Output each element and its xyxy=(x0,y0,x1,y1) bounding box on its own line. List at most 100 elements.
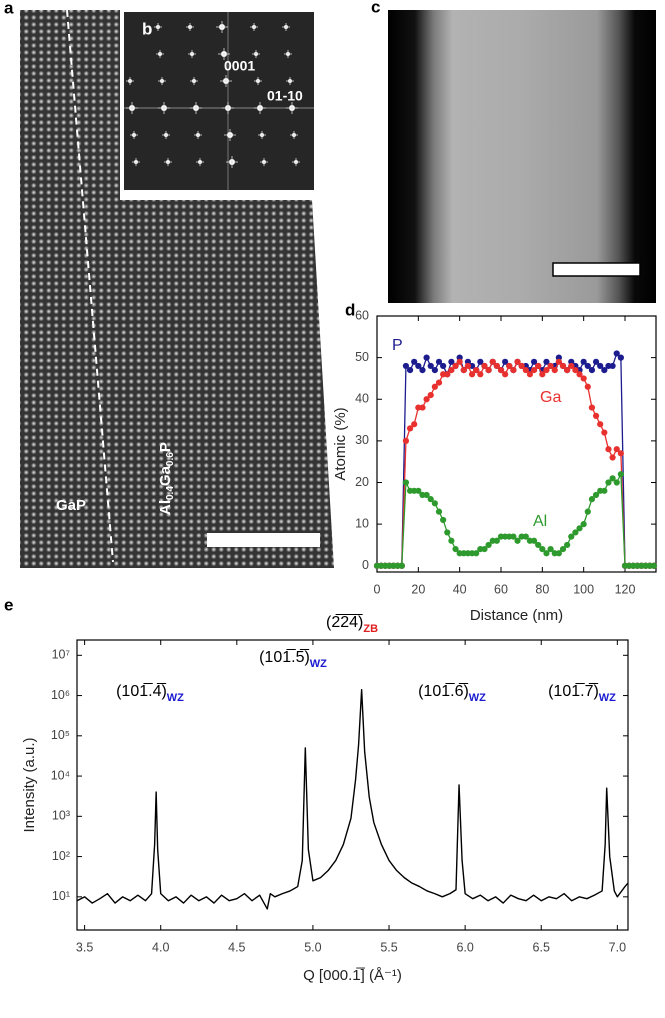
region-label: Al0.4Ga0.6P xyxy=(157,442,176,515)
data-point xyxy=(551,367,558,374)
data-point xyxy=(650,562,658,569)
data-point xyxy=(485,541,492,549)
data-point xyxy=(592,412,600,420)
data-point xyxy=(526,371,534,378)
data-point xyxy=(473,367,480,374)
data-point xyxy=(402,362,410,370)
data-point xyxy=(431,500,438,507)
y-tick-label: 40 xyxy=(355,392,369,406)
x-tick-label: 60 xyxy=(494,582,508,596)
data-point xyxy=(568,533,575,540)
y-tick-label: 10² xyxy=(52,849,70,863)
x-tick-label: 80 xyxy=(535,582,549,596)
y-tick-label: 20 xyxy=(355,475,369,489)
data-point xyxy=(530,537,538,544)
data-point xyxy=(510,367,517,374)
data-point xyxy=(580,521,587,528)
data-point xyxy=(530,358,538,365)
data-point xyxy=(406,425,414,432)
x-tick-label: 6.5 xyxy=(533,940,550,954)
data-point xyxy=(580,375,587,382)
hrtem-image xyxy=(20,10,334,568)
data-point xyxy=(559,362,567,370)
y-tick-label: 50 xyxy=(355,350,369,364)
data-point xyxy=(518,362,525,370)
x-tick-label: 4.5 xyxy=(228,940,245,954)
y-tick-label: 10⁵ xyxy=(51,728,70,742)
data-point xyxy=(497,367,505,374)
y-axis-title: Intensity (a.u.) xyxy=(21,737,38,832)
data-point xyxy=(402,437,410,444)
data-point xyxy=(448,537,455,544)
x-tick-label: 0 xyxy=(374,582,381,596)
data-point xyxy=(543,358,550,365)
data-point xyxy=(406,367,414,374)
x-tick-label: 100 xyxy=(573,582,594,596)
x-tick-label: 6.0 xyxy=(456,940,473,954)
y-tick-label: 10⁷ xyxy=(52,648,71,662)
data-point xyxy=(588,367,596,374)
y-tick-label: 10³ xyxy=(52,809,70,823)
data-point xyxy=(609,454,616,461)
x-tick-label: 7.0 xyxy=(609,940,626,954)
y-tick-label: 10¹ xyxy=(52,889,70,903)
peak-index: (101̅.4̅) xyxy=(116,682,167,700)
data-point xyxy=(613,350,620,357)
data-point xyxy=(539,546,546,553)
label-part: 0.4 xyxy=(165,486,176,500)
y-tick-label: 10 xyxy=(355,516,369,530)
peak-phase: WZ xyxy=(167,692,184,704)
data-point xyxy=(584,362,591,370)
peak-label: (101̅.5̅)WZ xyxy=(259,648,327,670)
label-part: Al xyxy=(157,500,174,515)
plot-frame xyxy=(376,315,657,573)
x-tick-label: 3.5 xyxy=(76,940,93,954)
data-point xyxy=(584,383,591,390)
x-axis-title: Q [000.1̅] (Å⁻¹) xyxy=(303,967,402,984)
data-point xyxy=(444,529,451,536)
data-point xyxy=(547,362,554,370)
peak-phase: WZ xyxy=(310,658,327,670)
data-point xyxy=(592,358,600,365)
data-point xyxy=(493,537,500,544)
peak-index: (101̅.7̅) xyxy=(548,682,599,700)
y-tick-label: 10⁶ xyxy=(51,688,70,702)
x-axis-title: Distance (nm) xyxy=(470,607,563,624)
data-point xyxy=(481,546,488,553)
spot-label: 01-10 xyxy=(267,88,303,104)
data-point xyxy=(601,367,608,374)
peak-phase: WZ xyxy=(599,692,616,704)
data-point xyxy=(572,529,579,536)
data-point xyxy=(502,371,509,378)
data-point xyxy=(543,367,550,374)
data-point xyxy=(464,362,472,370)
interface-line xyxy=(66,9,114,563)
data-point xyxy=(448,367,455,374)
peak-index: (101̅.6̅) xyxy=(418,682,469,700)
fft-spots xyxy=(124,12,314,190)
plot-frame xyxy=(76,639,629,931)
data-point xyxy=(402,479,410,486)
data-point xyxy=(568,362,575,370)
data-point xyxy=(580,358,587,365)
data-point xyxy=(597,421,604,428)
data-point xyxy=(514,358,521,365)
peak-phase: ZB xyxy=(363,623,378,635)
haadf-image xyxy=(388,10,656,303)
data-point xyxy=(535,541,542,549)
data-point xyxy=(522,533,529,540)
series-label: Al xyxy=(533,513,547,530)
data-point xyxy=(435,379,443,386)
data-point xyxy=(506,362,513,370)
x-tick-label: 40 xyxy=(453,582,467,596)
series-line xyxy=(76,688,629,910)
peak-label: (101̅.7̅)WZ xyxy=(548,682,616,704)
label-part: P xyxy=(157,442,174,452)
data-point xyxy=(452,362,459,370)
data-point xyxy=(547,546,554,553)
data-point xyxy=(609,362,616,370)
series-label: P xyxy=(392,337,403,354)
data-point xyxy=(601,429,608,436)
